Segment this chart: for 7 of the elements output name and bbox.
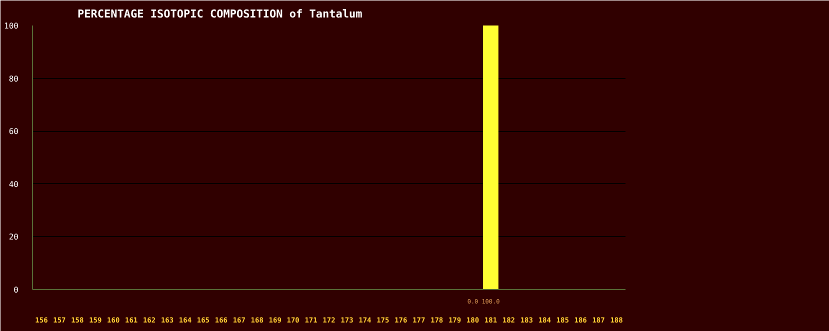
y-tick-label: 0 [14,286,19,294]
y-tick-label: 40 [8,180,19,189]
y-tick-label: 100 [4,22,19,30]
chart-title: PERCENTAGE ISOTOPIC COMPOSITION of Tantalum [78,8,363,20]
y-tick-label: 60 [8,127,19,136]
y-tick-label: 20 [8,232,19,242]
y-tick-label: 80 [8,74,19,84]
